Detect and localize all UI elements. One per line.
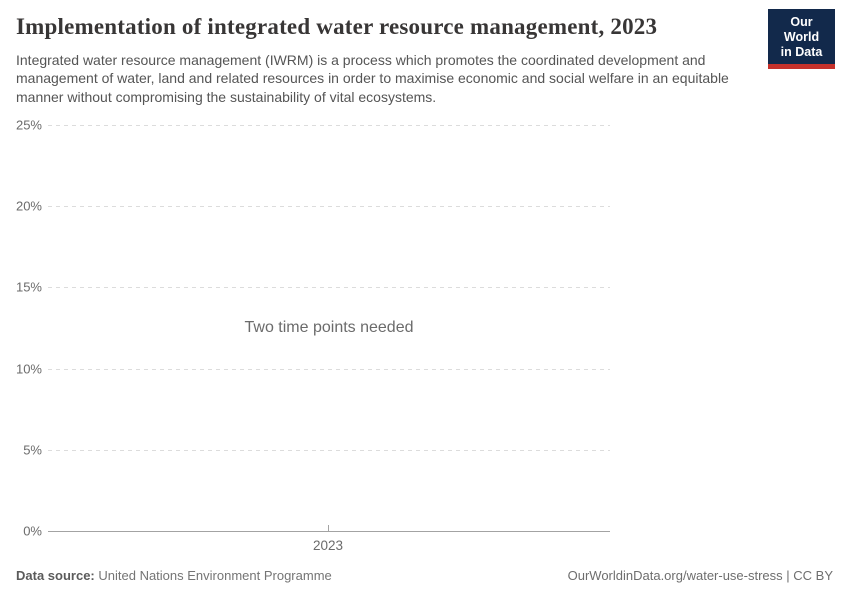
owid-logo-line1: Our World [783, 15, 820, 44]
attribution: OurWorldinData.org/water-use-stress | CC… [567, 568, 833, 583]
empty-state-message: Two time points needed [244, 319, 414, 336]
y-axis-tick-label: 15% [15, 279, 42, 295]
y-gridline [48, 206, 610, 208]
data-source: Data source: United Nations Environment … [16, 568, 332, 583]
y-axis-tick-label: 10% [15, 361, 42, 377]
y-gridline [48, 287, 610, 289]
y-axis-tick-label: 25% [15, 117, 42, 133]
data-source-label: Data source: [16, 568, 95, 583]
x-axis-tick [328, 525, 329, 531]
y-axis-tick-label: 5% [23, 442, 42, 458]
x-axis-tick-label: 2023 [312, 538, 344, 553]
x-axis-line [48, 531, 610, 532]
y-axis-tick-label: 20% [15, 198, 42, 214]
owid-logo: Our World in Data [768, 9, 835, 70]
chart-title: Implementation of integrated water resou… [16, 14, 658, 39]
y-axis-tick-label: 0% [23, 523, 42, 539]
chart-footer: Data source: United Nations Environment … [16, 568, 833, 583]
y-gridline [48, 449, 610, 451]
chart-subtitle: Integrated water resource management (IW… [16, 52, 729, 105]
owid-logo-line2: in Data [780, 44, 823, 59]
data-source-value: United Nations Environment Programme [98, 568, 332, 583]
y-gridline [48, 125, 610, 126]
y-gridline [48, 368, 610, 370]
